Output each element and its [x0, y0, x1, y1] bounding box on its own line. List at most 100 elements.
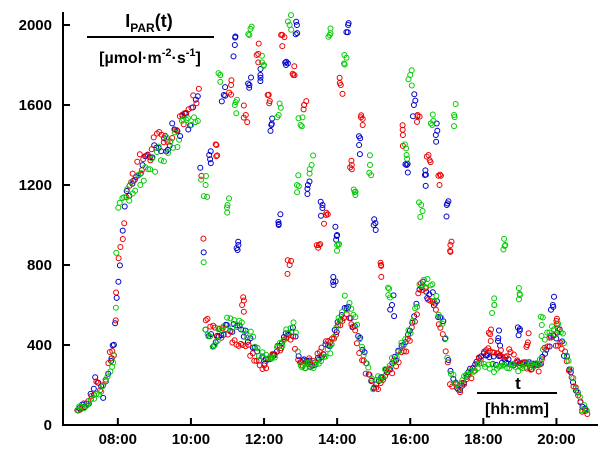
data-point — [575, 392, 582, 399]
data-point — [240, 294, 247, 301]
data-point — [356, 133, 362, 140]
data-point — [430, 298, 437, 304]
data-point — [158, 157, 164, 164]
data-point — [233, 245, 240, 252]
data-point — [422, 182, 429, 189]
y-tick-label: 0 — [44, 417, 52, 434]
data-point — [97, 387, 104, 394]
data-point — [444, 354, 451, 361]
data-point — [249, 350, 256, 357]
data-point — [421, 276, 427, 283]
data-point — [295, 172, 302, 179]
data-point — [200, 249, 207, 256]
data-point — [491, 349, 498, 356]
data-point — [165, 150, 171, 156]
x-tick-label: 14:00 — [318, 431, 356, 448]
data-point — [126, 197, 133, 204]
data-point — [299, 364, 306, 371]
data-point — [359, 115, 366, 122]
data-point — [250, 333, 257, 340]
data-point — [456, 384, 463, 391]
data-point — [207, 333, 214, 340]
data-point — [550, 332, 557, 339]
data-point — [100, 394, 107, 401]
data-point — [288, 258, 295, 264]
data-point — [258, 52, 265, 59]
data-point — [246, 82, 253, 88]
data-point — [171, 129, 178, 136]
data-point — [429, 122, 436, 128]
data-point — [284, 257, 291, 264]
data-point — [207, 156, 214, 163]
data-point — [411, 318, 418, 325]
data-point — [344, 29, 351, 36]
data-point — [422, 167, 429, 174]
data-point — [113, 249, 120, 256]
data-point — [278, 31, 285, 38]
data-point — [437, 172, 444, 179]
data-point — [538, 322, 545, 328]
data-point — [209, 343, 216, 350]
data-point — [247, 335, 254, 342]
data-point — [255, 59, 262, 66]
data-point — [287, 325, 294, 332]
data-point — [212, 324, 219, 331]
data-point — [505, 356, 512, 363]
data-point — [389, 370, 396, 377]
data-point — [257, 72, 264, 78]
data-point — [315, 242, 322, 248]
x-axis-label: t [hh:mm] — [477, 374, 557, 418]
data-point — [435, 321, 442, 328]
data-point — [317, 241, 324, 248]
data-point — [438, 314, 445, 321]
data-point — [85, 400, 92, 407]
y-tick-label: 2000 — [19, 17, 52, 34]
data-point — [343, 54, 350, 61]
data-point — [447, 367, 454, 374]
data-point — [544, 329, 551, 336]
data-point — [254, 345, 261, 351]
data-point — [259, 366, 266, 372]
data-point — [387, 294, 393, 301]
data-point — [218, 334, 225, 341]
data-point — [255, 40, 262, 47]
data-point — [128, 178, 135, 185]
data-point — [504, 365, 511, 371]
data-point — [77, 406, 84, 413]
data-point — [403, 348, 410, 355]
data-point — [416, 113, 423, 120]
data-point — [414, 113, 421, 120]
data-point — [541, 344, 548, 351]
data-point — [160, 139, 167, 146]
y-label-main: I — [125, 11, 130, 31]
data-point — [559, 330, 566, 337]
data-point — [124, 186, 131, 193]
data-point — [228, 77, 235, 84]
data-point — [366, 152, 373, 159]
data-point — [291, 63, 298, 70]
data-point — [294, 30, 301, 37]
data-point — [152, 168, 159, 175]
data-point — [443, 213, 450, 220]
data-point — [202, 326, 209, 333]
data-point — [113, 294, 120, 301]
data-point — [247, 328, 254, 335]
data-point — [276, 100, 283, 107]
data-point — [288, 12, 294, 19]
data-point — [202, 182, 209, 188]
data-point — [163, 134, 170, 141]
data-point — [429, 281, 436, 288]
data-point — [435, 172, 442, 179]
data-point — [240, 308, 247, 315]
data-point — [514, 324, 521, 331]
data-point — [451, 114, 458, 121]
data-point — [290, 333, 296, 340]
data-point — [450, 371, 457, 378]
data-point — [248, 23, 255, 30]
data-point — [228, 82, 235, 88]
data-point — [292, 333, 299, 340]
data-point — [356, 142, 363, 148]
y-tick-label: 400 — [27, 337, 52, 354]
data-point — [544, 343, 551, 350]
data-point — [427, 159, 434, 166]
